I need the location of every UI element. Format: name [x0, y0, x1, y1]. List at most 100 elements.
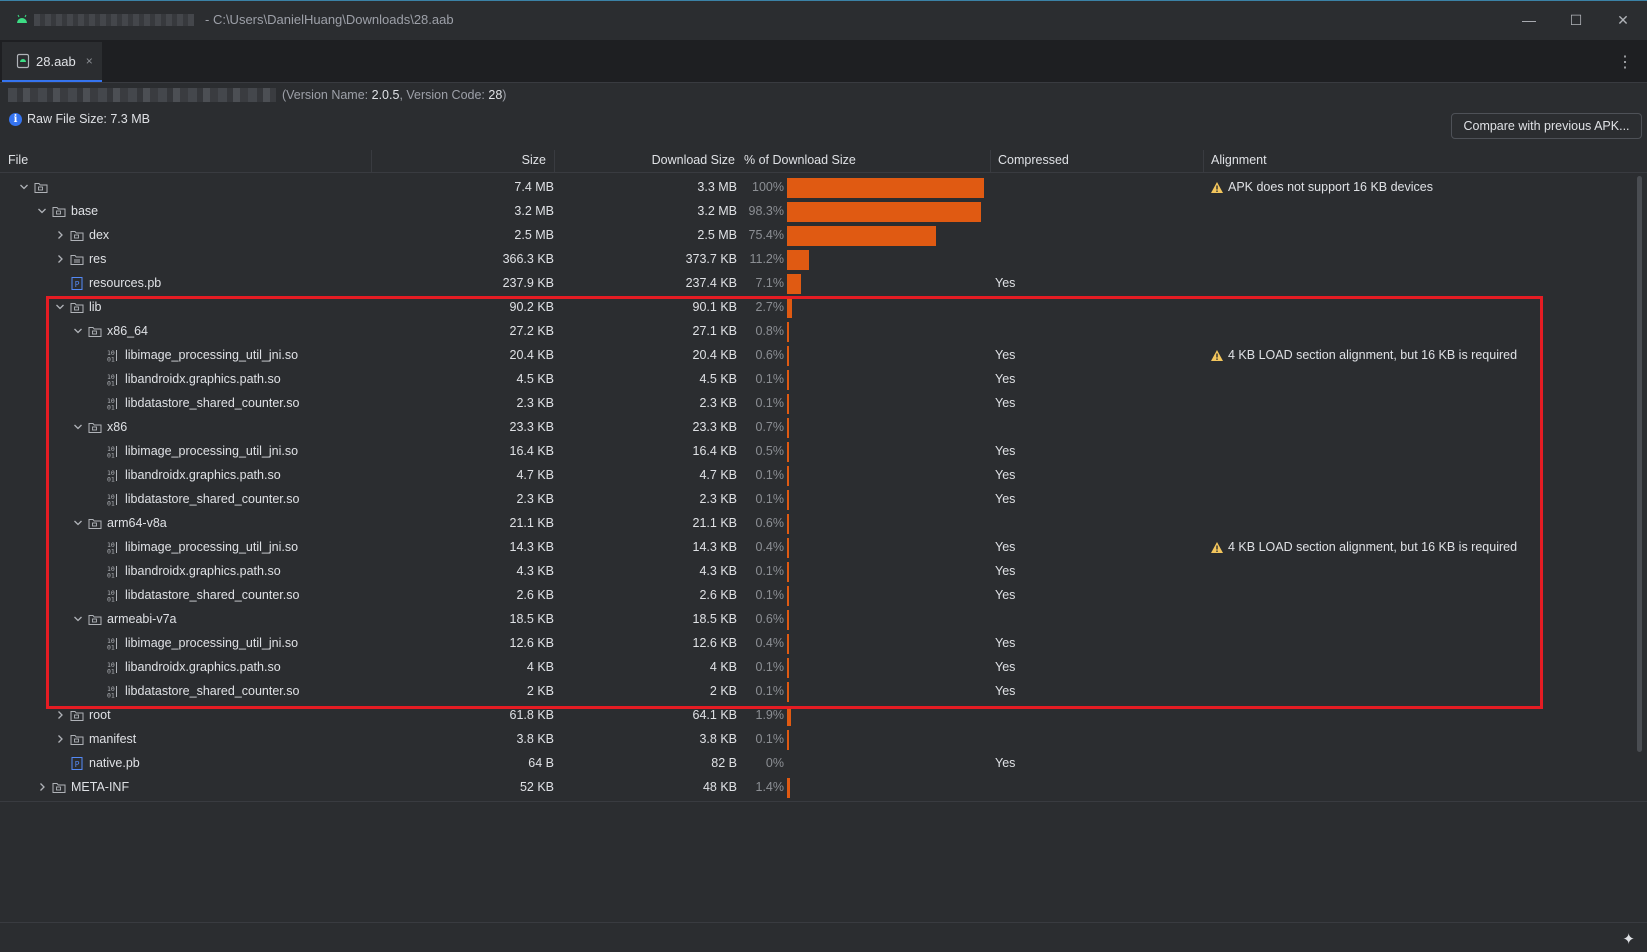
- chevron-right-icon[interactable]: [36, 780, 48, 794]
- minimize-button[interactable]: —: [1522, 12, 1536, 28]
- more-options-icon[interactable]: ⋮: [1617, 54, 1633, 71]
- row-percent: 0.1%: [755, 732, 785, 746]
- table-row[interactable]: 10 01 libdatastore_shared_counter.so 2.3 KB…: [0, 392, 1640, 416]
- protobuf-file-icon: P: [70, 277, 84, 290]
- binary-file-icon: 10 01: [106, 349, 120, 364]
- table-row[interactable]: res 366.3 KB 373.7 KB 11.2%: [0, 248, 1640, 272]
- table-row[interactable]: manifest 3.8 KB 3.8 KB 0.1%: [0, 728, 1640, 752]
- table-row[interactable]: x86_64 27.2 KB 27.1 KB 0.8%: [0, 320, 1640, 344]
- row-alignment: APK does not support 16 KB devices: [1210, 180, 1433, 194]
- row-size: 3.2 MB: [514, 204, 554, 218]
- chevron-down-icon[interactable]: [72, 324, 84, 338]
- row-file-name: native.pb: [89, 756, 140, 770]
- chevron-right-icon[interactable]: [54, 228, 66, 242]
- download-size-bar: [787, 226, 936, 246]
- table-row[interactable]: 10 01 libandroidx.graphics.path.so 4 KB 4 KB…: [0, 656, 1640, 680]
- maximize-button[interactable]: ☐: [1569, 11, 1583, 28]
- chevron-down-icon[interactable]: [54, 300, 66, 314]
- table-row[interactable]: 10 01 libandroidx.graphics.path.so 4.3 KB 4.…: [0, 560, 1640, 584]
- row-percent: 1.9%: [755, 708, 785, 722]
- binary-file-icon: 10 01: [106, 469, 120, 484]
- row-size: 64 B: [528, 756, 554, 770]
- row-percent: 0.1%: [755, 684, 785, 698]
- info-icon: i: [9, 112, 22, 126]
- chevron-right-icon[interactable]: [54, 732, 66, 746]
- folder-icon: [88, 613, 102, 626]
- row-file-name: libdatastore_shared_counter.so: [125, 396, 300, 410]
- close-window-button[interactable]: ✕: [1617, 11, 1629, 28]
- window-title-bar: - C:\Users\DanielHuang\Downloads\28.aab …: [0, 0, 1647, 40]
- table-row[interactable]: 10 01 libandroidx.graphics.path.so 4.5 KB 4.…: [0, 368, 1640, 392]
- table-row[interactable]: root 61.8 KB 64.1 KB 1.9%: [0, 704, 1640, 728]
- table-row[interactable]: META-INF 52 KB 48 KB 1.4%: [0, 776, 1640, 800]
- table-row[interactable]: 10 01 libdatastore_shared_counter.so 2.3 KB…: [0, 488, 1640, 512]
- svg-text:01: 01: [107, 668, 115, 675]
- row-compressed: Yes: [995, 492, 1016, 506]
- row-file-name: lib: [89, 300, 102, 314]
- row-percent: 0.1%: [755, 564, 785, 578]
- column-file[interactable]: File: [8, 153, 29, 167]
- download-size-bar: [787, 490, 789, 510]
- ai-sparkle-icon[interactable]: ✦: [1622, 931, 1635, 948]
- column-download-size[interactable]: Download Size: [651, 153, 735, 167]
- table-row[interactable]: arm64-v8a 21.1 KB 21.1 KB 0.6%: [0, 512, 1640, 536]
- row-file-name: manifest: [89, 732, 137, 746]
- table-row[interactable]: armeabi-v7a 18.5 KB 18.5 KB 0.6%: [0, 608, 1640, 632]
- table-row[interactable]: base 3.2 MB 3.2 MB 98.3%: [0, 200, 1640, 224]
- tab-close-icon[interactable]: ×: [85, 54, 93, 68]
- svg-text:01: 01: [107, 548, 115, 555]
- svg-text:10: 10: [107, 373, 115, 381]
- chevron-down-icon[interactable]: [72, 612, 84, 626]
- row-size: 4 KB: [526, 660, 554, 674]
- table-row[interactable]: dex 2.5 MB 2.5 MB 75.4%: [0, 224, 1640, 248]
- app-info: (Version Name: 2.0.5, Version Code: 28): [8, 86, 506, 104]
- row-percent: 2.7%: [755, 300, 785, 314]
- download-size-bar: [787, 682, 789, 702]
- download-size-bar: [787, 346, 789, 366]
- chevron-down-icon[interactable]: [18, 180, 30, 194]
- chevron-down-icon[interactable]: [72, 516, 84, 530]
- binary-file-icon: 10 01: [106, 493, 120, 508]
- row-file-name: META-INF: [71, 780, 130, 794]
- chevron-down-icon[interactable]: [36, 204, 48, 218]
- svg-text:10: 10: [107, 637, 115, 645]
- table-row[interactable]: 10 01 libimage_processing_util_jni.so 14.3 …: [0, 536, 1640, 560]
- column-percent-download-size[interactable]: % of Download Size: [744, 153, 856, 167]
- table-row[interactable]: 10 01 libdatastore_shared_counter.so 2 KB 2 …: [0, 680, 1640, 704]
- column-compressed[interactable]: Compressed: [998, 153, 1069, 167]
- table-row[interactable]: x86 23.3 KB 23.3 KB 0.7%: [0, 416, 1640, 440]
- svg-text:10: 10: [107, 589, 115, 597]
- svg-text:01: 01: [107, 644, 115, 651]
- row-size: 61.8 KB: [509, 708, 554, 722]
- binary-file-icon: 10 01: [106, 589, 120, 604]
- folder-icon: [52, 781, 66, 794]
- folder-icon: [88, 421, 102, 434]
- tab-28-aab[interactable]: 28.aab ×: [2, 42, 102, 82]
- column-alignment[interactable]: Alignment: [1211, 153, 1267, 167]
- row-percent: 0.1%: [755, 396, 785, 410]
- table-row[interactable]: 10 01 libandroidx.graphics.path.so 4.7 KB 4.…: [0, 464, 1640, 488]
- row-file-name: libimage_processing_util_jni.so: [125, 540, 299, 554]
- row-size: 3.8 KB: [516, 732, 554, 746]
- chevron-down-icon[interactable]: [72, 420, 84, 434]
- svg-text:P: P: [75, 280, 80, 289]
- table-row[interactable]: 10 01 libdatastore_shared_counter.so 2.6 KB…: [0, 584, 1640, 608]
- column-size[interactable]: Size: [521, 153, 546, 167]
- row-compressed: Yes: [995, 348, 1016, 362]
- row-file-name: libandroidx.graphics.path.so: [125, 468, 281, 482]
- row-size: 2.6 KB: [516, 588, 554, 602]
- vertical-scrollbar[interactable]: [1637, 176, 1642, 752]
- table-row[interactable]: 10 01 libimage_processing_util_jni.so 12.6 …: [0, 632, 1640, 656]
- alignment-text: 4 KB LOAD section alignment, but 16 KB i…: [1228, 348, 1518, 362]
- table-row[interactable]: 10 01 libimage_processing_util_jni.so 16.4 …: [0, 440, 1640, 464]
- row-compressed: Yes: [995, 372, 1016, 386]
- binary-file-icon: 10 01: [106, 397, 120, 412]
- table-row[interactable]: 10 01 libimage_processing_util_jni.so 20.4 …: [0, 344, 1640, 368]
- table-row[interactable]: 7.4 MB 3.3 MB 100% APK does not support 16 …: [0, 176, 1640, 200]
- compare-with-previous-apk-button[interactable]: Compare with previous APK...: [1451, 113, 1642, 139]
- chevron-right-icon[interactable]: [54, 708, 66, 722]
- table-row[interactable]: lib 90.2 KB 90.1 KB 2.7%: [0, 296, 1640, 320]
- chevron-right-icon[interactable]: [54, 252, 66, 266]
